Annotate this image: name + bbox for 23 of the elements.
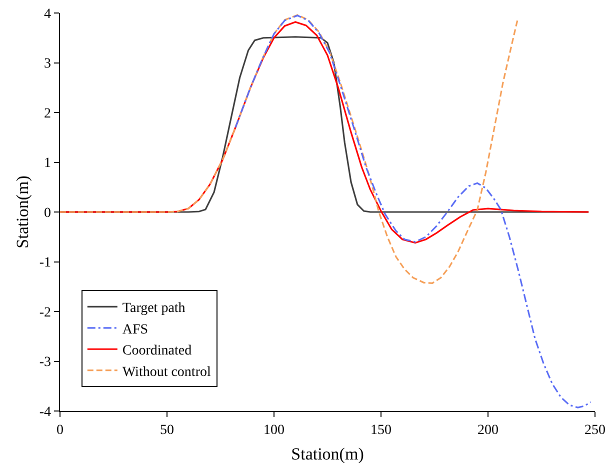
y-tick-label: 2: [44, 106, 52, 122]
legend-label: Target path: [122, 301, 186, 316]
x-tick-label: 250: [584, 422, 606, 438]
x-tick-label: 100: [264, 422, 284, 438]
y-tick-label: -2: [39, 305, 52, 320]
x-tick-label: 200: [478, 422, 498, 438]
y-tick-label: -3: [39, 355, 52, 370]
x-tick-label: 150: [370, 422, 392, 438]
y-tick-label: -1: [39, 256, 52, 271]
legend-label: AFS: [122, 322, 148, 338]
x-axis-title: Station(m): [291, 444, 364, 464]
y-tick-label: 1: [44, 156, 52, 172]
y-tick-label: 4: [44, 6, 52, 22]
line-series: [60, 14, 519, 284]
y-axis-title: Station(m): [12, 176, 32, 248]
y-tick-label: 0: [44, 206, 52, 221]
line-series: [234, 14, 592, 408]
y-tick-label: -4: [39, 404, 52, 420]
x-tick-label: 50: [160, 422, 174, 438]
x-tick-label: 0: [56, 422, 64, 438]
legend-label: Coordinated: [122, 344, 192, 359]
y-tick-label: 3: [44, 56, 52, 72]
legend-label: Without control: [122, 364, 211, 380]
